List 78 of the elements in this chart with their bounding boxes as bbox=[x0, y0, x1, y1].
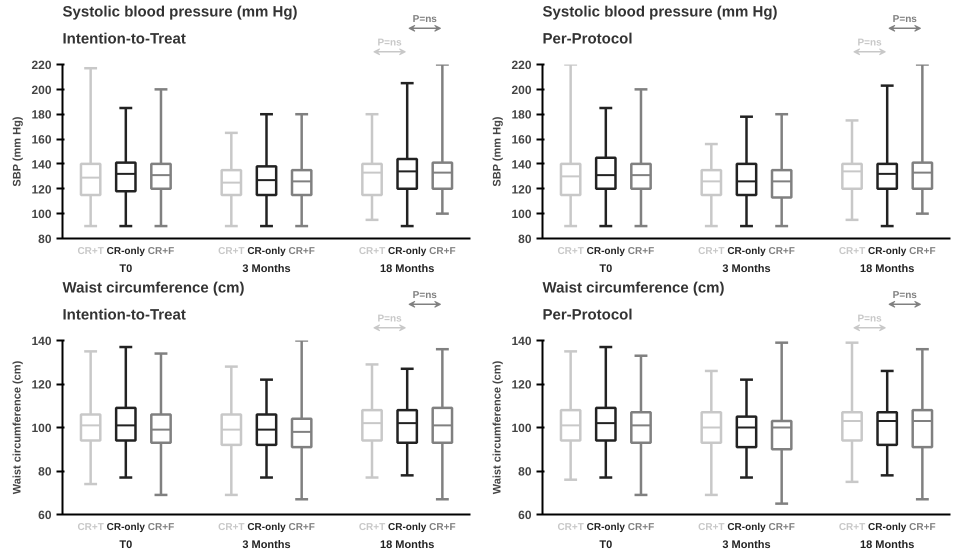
x-tick-label: T0 bbox=[119, 262, 132, 275]
y-tick-label: 60 bbox=[38, 508, 52, 522]
text: CR-only bbox=[727, 246, 766, 258]
text: CR+F bbox=[909, 522, 936, 534]
chart-title: Waist circumference (cm) bbox=[542, 280, 725, 297]
y-tick-label: 120 bbox=[511, 378, 532, 392]
y-tick-label: 200 bbox=[31, 82, 52, 97]
y-tick-label: 120 bbox=[31, 182, 52, 196]
y-axis-title: Waist circumference (cm) bbox=[491, 360, 504, 494]
text: CR+F bbox=[768, 246, 795, 258]
text: CR-only bbox=[247, 522, 286, 534]
y-tick-label: 80 bbox=[518, 464, 532, 478]
chart-title: Systolic blood pressure (mm Hg) bbox=[62, 4, 298, 21]
text: CR+F bbox=[288, 522, 315, 534]
y-tick-label: 140 bbox=[511, 157, 532, 172]
text: P=ns bbox=[892, 14, 918, 25]
text: CR+F bbox=[768, 522, 795, 534]
text: CR+F bbox=[288, 246, 315, 258]
y-axis-title: Waist circumference (cm) bbox=[11, 360, 24, 494]
text: CR-only bbox=[388, 246, 426, 258]
y-tick-label: 120 bbox=[31, 378, 52, 392]
y-tick-label: 180 bbox=[511, 108, 532, 122]
y-tick-label: 180 bbox=[31, 108, 52, 122]
x-tick-label: 3 Months bbox=[242, 538, 291, 551]
chart-title: Systolic blood pressure (mm Hg) bbox=[542, 4, 778, 21]
y-tick-label: 80 bbox=[38, 232, 52, 246]
chart-subtitle: Intention-to-Treat bbox=[62, 30, 186, 48]
y-tick-label: 220 bbox=[31, 58, 52, 72]
y-tick-label: 120 bbox=[511, 182, 532, 196]
text: CR-only bbox=[868, 246, 906, 258]
chart-title: Waist circumference (cm) bbox=[62, 280, 245, 297]
x-tick-label: 18 Months bbox=[380, 262, 434, 275]
text: CR-only bbox=[106, 522, 145, 534]
y-tick-label: 100 bbox=[31, 421, 52, 435]
text: CR+F bbox=[909, 246, 936, 258]
x-tick-label: T0 bbox=[599, 262, 612, 275]
y-tick-label: 80 bbox=[518, 232, 532, 246]
text: CR-only bbox=[586, 522, 625, 534]
y-axis-title: SBP (mm Hg) bbox=[491, 116, 504, 187]
text: CR+F bbox=[429, 246, 456, 258]
x-tick-label: T0 bbox=[599, 538, 612, 551]
text: P=ns bbox=[892, 290, 918, 301]
text: CR+F bbox=[148, 246, 174, 258]
text: CR-only bbox=[868, 522, 906, 534]
text: CR-only bbox=[727, 522, 766, 534]
x-tick-label: 18 Months bbox=[860, 262, 914, 275]
y-tick-label: 160 bbox=[511, 132, 532, 147]
x-tick-label: T0 bbox=[119, 538, 132, 551]
y-tick-label: 100 bbox=[511, 421, 532, 435]
x-tick-label: 18 Months bbox=[380, 538, 434, 551]
y-tick-label: 100 bbox=[31, 207, 52, 222]
y-tick-label: 200 bbox=[511, 82, 532, 97]
chart-subtitle: Per-Protocol bbox=[542, 306, 633, 324]
text: P=ns bbox=[412, 290, 438, 301]
text: CR+F bbox=[628, 522, 654, 534]
y-tick-label: 140 bbox=[31, 157, 52, 172]
text: CR+F bbox=[429, 522, 456, 534]
x-tick-label: 3 Months bbox=[242, 262, 291, 275]
y-tick-label: 220 bbox=[511, 58, 532, 72]
text: CR+F bbox=[628, 246, 654, 258]
text: CR+F bbox=[148, 522, 174, 534]
text: CR-only bbox=[388, 522, 426, 534]
text: CR-only bbox=[586, 246, 625, 258]
y-tick-label: 140 bbox=[31, 334, 52, 348]
x-tick-label: 3 Months bbox=[722, 538, 771, 551]
y-tick-label: 80 bbox=[38, 464, 52, 478]
chart-subtitle: Intention-to-Treat bbox=[62, 306, 186, 324]
y-tick-label: 140 bbox=[511, 334, 532, 348]
text: CR-only bbox=[247, 246, 286, 258]
chart-subtitle: Per-Protocol bbox=[542, 30, 633, 48]
y-tick-label: 60 bbox=[518, 508, 532, 522]
x-tick-label: 18 Months bbox=[860, 538, 914, 551]
y-tick-label: 160 bbox=[31, 132, 52, 147]
text: CR-only bbox=[106, 246, 145, 258]
y-tick-label: 100 bbox=[511, 207, 532, 222]
text: P=ns bbox=[412, 14, 438, 25]
x-tick-label: 3 Months bbox=[722, 262, 771, 275]
y-axis-title: SBP (mm Hg) bbox=[11, 116, 24, 187]
